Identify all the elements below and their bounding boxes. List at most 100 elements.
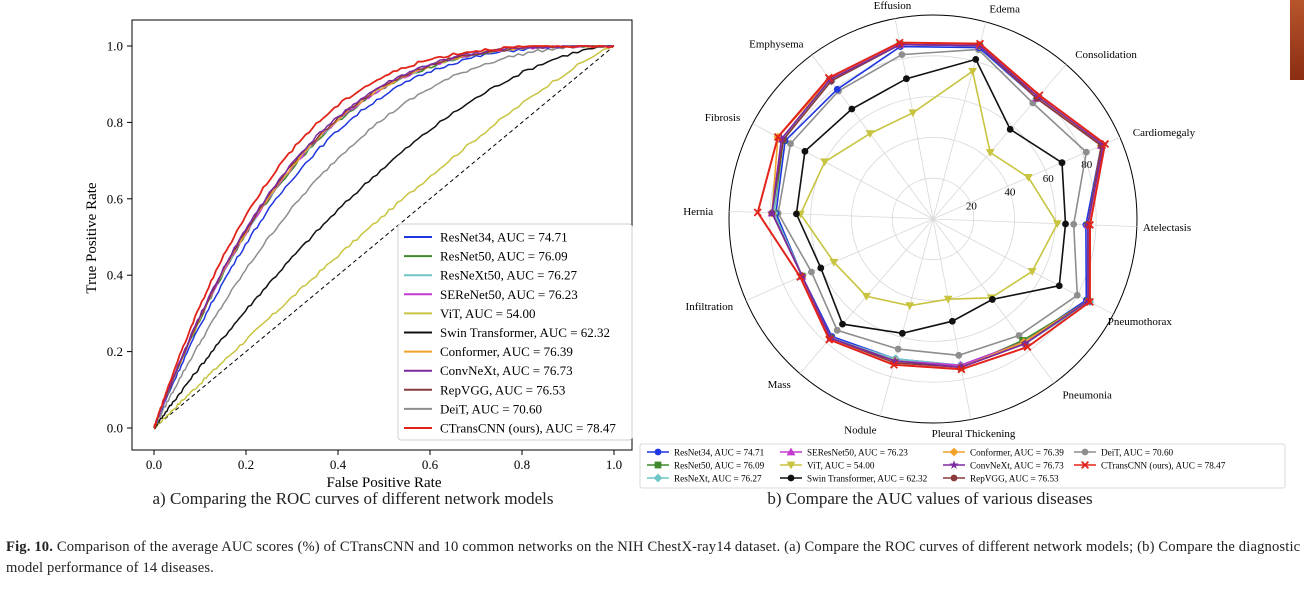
radar-legend-box <box>639 443 1286 489</box>
radar-marker <box>890 356 900 365</box>
roc-chance-diagonal <box>153 45 615 429</box>
roc-x-tick-label: 0.0 <box>146 457 162 472</box>
roc-y-tick-label: 0.0 <box>107 421 123 436</box>
radar-legend-label: ResNeXt, AUC = 76.27 <box>674 474 762 484</box>
radar-series-vit <box>799 69 1059 307</box>
roc-legend-label: ConvNeXt, AUC = 76.73 <box>440 363 573 378</box>
radar-marker <box>787 474 795 482</box>
radar-axis-label: Nodule <box>844 425 877 437</box>
radar-marker <box>787 140 794 148</box>
radar-marker <box>833 85 841 93</box>
roc-legend-label: SEReNet50, AUC = 76.23 <box>440 287 578 302</box>
radar-spoke <box>932 21 987 220</box>
radar-spoke <box>932 64 1067 220</box>
radar-axis-label: Pneumonia <box>1062 389 1112 401</box>
radar-r-tick-label: 40 <box>1004 187 1016 199</box>
radar-r-tick-label: 60 <box>1043 173 1055 185</box>
radar-marker <box>848 105 856 113</box>
radar-marker <box>943 295 953 304</box>
roc-y-axis-label: True Positive Rate <box>84 182 100 293</box>
radar-marker <box>968 67 977 76</box>
radar-marker <box>949 447 959 457</box>
radar-marker <box>753 208 762 217</box>
roc-legend-label: Conformer, AUC = 76.39 <box>440 344 573 359</box>
roc-y-tick-label: 0.2 <box>107 344 123 359</box>
caption-label: Fig. 10. <box>6 539 54 555</box>
radar-marker <box>1055 282 1063 290</box>
roc-legend-label: RepVGG, AUC = 76.53 <box>440 382 565 397</box>
roc-legend-label: ResNet34, AUC = 74.71 <box>440 230 568 245</box>
roc-legend-box <box>397 223 633 441</box>
radar-marker <box>1058 159 1066 167</box>
radar-grid-ring <box>851 136 1016 301</box>
roc-x-tick-label: 0.6 <box>422 457 439 472</box>
radar-marker <box>820 158 830 167</box>
radar-marker <box>988 296 996 303</box>
roc-x-tick-label: 0.4 <box>330 457 347 472</box>
radar-marker <box>773 132 782 142</box>
radar-marker <box>957 365 966 374</box>
radar-chart: 20 40 60 80 Edema Consolidation Cardiomegaly At… <box>639 0 1286 489</box>
radar-marker <box>1070 220 1078 228</box>
radar-legend-label: RepVGG, AUC = 76.53 <box>970 474 1059 484</box>
radar-marker <box>793 210 800 218</box>
radar-marker <box>950 474 958 482</box>
radar-marker <box>903 75 910 83</box>
radar-marker <box>1027 268 1037 276</box>
radar-axis-label: Consolidation <box>1075 49 1137 61</box>
radar-legend-label: ResNet34, AUC = 74.71 <box>674 448 765 458</box>
radar-marker <box>1062 220 1069 228</box>
radar-marker <box>1085 297 1094 306</box>
radar-grid-ring <box>891 177 975 261</box>
radar-marker <box>801 147 809 155</box>
radar-marker <box>1020 338 1030 348</box>
radar-spoke <box>932 218 1137 228</box>
radar-marker <box>1083 219 1093 229</box>
radar-marker <box>786 447 796 456</box>
radar-marker <box>1081 448 1089 456</box>
radar-marker <box>767 208 777 217</box>
radar-marker <box>653 473 663 483</box>
radar-axis-label: Fibrosis <box>705 112 740 124</box>
roc-legend-label: Swin Transformer, AUC = 62.32 <box>440 325 610 340</box>
radar-marker <box>654 461 662 469</box>
radar-legend-label: ViT, AUC = 54.00 <box>807 461 875 471</box>
radar-axis-label: Cardiomegaly <box>1133 127 1196 139</box>
radar-legend-label: SEResNet50, AUC = 76.23 <box>807 448 908 458</box>
radar-marker <box>905 302 915 311</box>
radar-marker <box>948 317 956 325</box>
roc-legend-label: ViT, AUC = 54.00 <box>440 306 536 321</box>
radar-marker <box>824 73 833 82</box>
roc-x-axis-label: False Positive Rate <box>327 475 442 491</box>
radar-marker <box>654 448 662 456</box>
figure-caption: Fig. 10. Comparison of the average AUC s… <box>6 537 1302 579</box>
radar-marker <box>975 39 985 48</box>
radar-legend-label: Conformer, AUC = 76.39 <box>970 448 1064 458</box>
roc-y-tick-label: 0.4 <box>107 268 124 283</box>
roc-chart: 0.0 0.2 0.4 0.6 0.8 1.0 0.0 0.2 0.4 0.6 0.8 1.0 ResN… <box>84 19 633 491</box>
radar-marker <box>862 292 871 301</box>
radar-marker <box>829 258 839 267</box>
radar-outer-ring <box>728 14 1138 424</box>
subcaption-a: a) Comparing the ROC curves of different… <box>152 489 554 508</box>
radar-marker <box>1052 220 1062 229</box>
caption-text: Comparison of the average AUC scores (%)… <box>6 539 1301 576</box>
radar-legend-label: DeiT, AUC = 70.60 <box>1101 448 1174 458</box>
roc-legend-label: CTransCNN (ours), AUC = 78.47 <box>440 421 616 436</box>
roc-legend-label: ResNet50, AUC = 76.09 <box>440 249 568 264</box>
radar-marker <box>1073 291 1081 299</box>
radar-marker <box>894 345 902 353</box>
radar-marker <box>776 134 787 143</box>
radar-marker <box>956 362 966 372</box>
radar-marker <box>796 272 805 281</box>
radar-marker <box>898 51 906 59</box>
radar-marker <box>786 461 796 470</box>
radar-marker <box>833 326 841 334</box>
radar-marker <box>1023 342 1032 352</box>
radar-marker <box>817 264 825 272</box>
radar-axis-label: Pneumothorax <box>1108 316 1173 328</box>
roc-y-tick-label: 0.8 <box>107 115 123 130</box>
radar-marker <box>839 320 846 328</box>
radar-r-tick-label: 20 <box>966 200 978 212</box>
radar-marker <box>825 335 834 344</box>
